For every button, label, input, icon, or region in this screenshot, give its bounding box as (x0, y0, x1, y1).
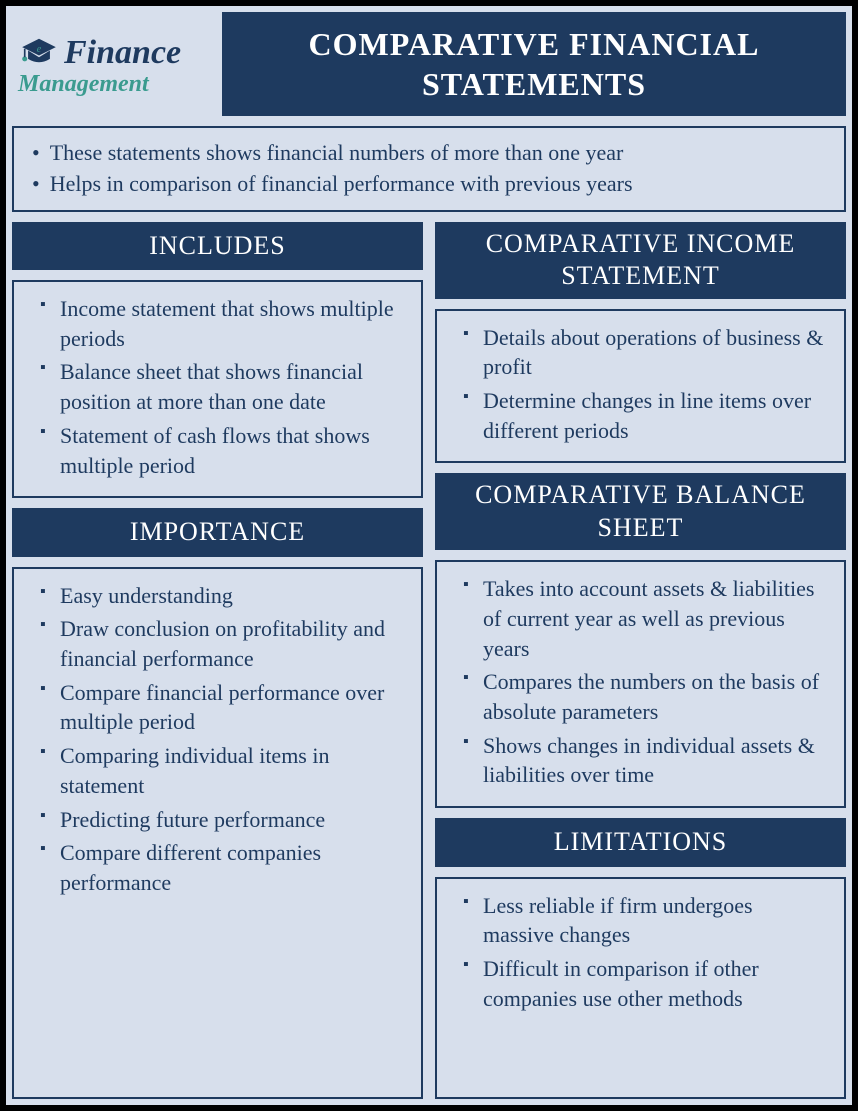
right-column: COMPARATIVE INCOME STATEMENT Details abo… (435, 222, 846, 1099)
balance-header: COMPARATIVE BALANCE SHEET (435, 473, 846, 550)
logo-word-finance: Finance (64, 36, 181, 70)
main-title: COMPARATIVE FINANCIAL STATEMENTS (222, 12, 846, 116)
list-item: Difficult in comparison if other compani… (463, 954, 826, 1013)
list-item: Determine changes in line items over dif… (463, 386, 826, 445)
list-item: Shows changes in individual assets & lia… (463, 731, 826, 790)
left-column: INCLUDES Income statement that shows mul… (12, 222, 423, 1099)
balance-box: Takes into account assets & liabilities … (435, 560, 846, 808)
includes-header: INCLUDES (12, 222, 423, 271)
intro-box: These statements shows financial numbers… (12, 126, 846, 212)
list-item: Draw conclusion on profitability and fin… (40, 614, 403, 673)
list-item: Compare different companies performance (40, 838, 403, 897)
list-item: Income statement that shows multiple per… (40, 294, 403, 353)
logo: e Finance Management (12, 12, 212, 116)
intro-item: Helps in comparison of financial perform… (32, 169, 826, 200)
includes-box: Income statement that shows multiple per… (12, 280, 423, 498)
header-row: e Finance Management COMPARATIVE FINANCI… (12, 12, 846, 116)
list-item: Statement of cash flows that shows multi… (40, 421, 403, 480)
graduation-cap-icon: e (18, 32, 60, 74)
limitations-header: LIMITATIONS (435, 818, 846, 867)
intro-item: These statements shows financial numbers… (32, 138, 826, 169)
list-item: Easy understanding (40, 581, 403, 611)
list-item: Balance sheet that shows financial posit… (40, 357, 403, 416)
list-item: Comparing individual items in statement (40, 741, 403, 800)
list-item: Details about operations of business & p… (463, 323, 826, 382)
logo-top-line: e Finance (18, 32, 212, 74)
infographic-container: e Finance Management COMPARATIVE FINANCI… (6, 6, 852, 1105)
list-item: Takes into account assets & liabilities … (463, 574, 826, 663)
svg-text:e: e (37, 44, 42, 55)
logo-word-management: Management (18, 72, 212, 96)
list-item: Compares the numbers on the basis of abs… (463, 667, 826, 726)
limitations-box: Less reliable if firm undergoes massive … (435, 877, 846, 1099)
list-item: Predicting future performance (40, 805, 403, 835)
columns: INCLUDES Income statement that shows mul… (12, 222, 846, 1099)
income-header: COMPARATIVE INCOME STATEMENT (435, 222, 846, 299)
list-item: Compare financial performance over multi… (40, 678, 403, 737)
income-box: Details about operations of business & p… (435, 309, 846, 464)
importance-box: Easy understanding Draw conclusion on pr… (12, 567, 423, 1099)
list-item: Less reliable if firm undergoes massive … (463, 891, 826, 950)
intro-list: These statements shows financial numbers… (32, 138, 826, 200)
importance-header: IMPORTANCE (12, 508, 423, 557)
